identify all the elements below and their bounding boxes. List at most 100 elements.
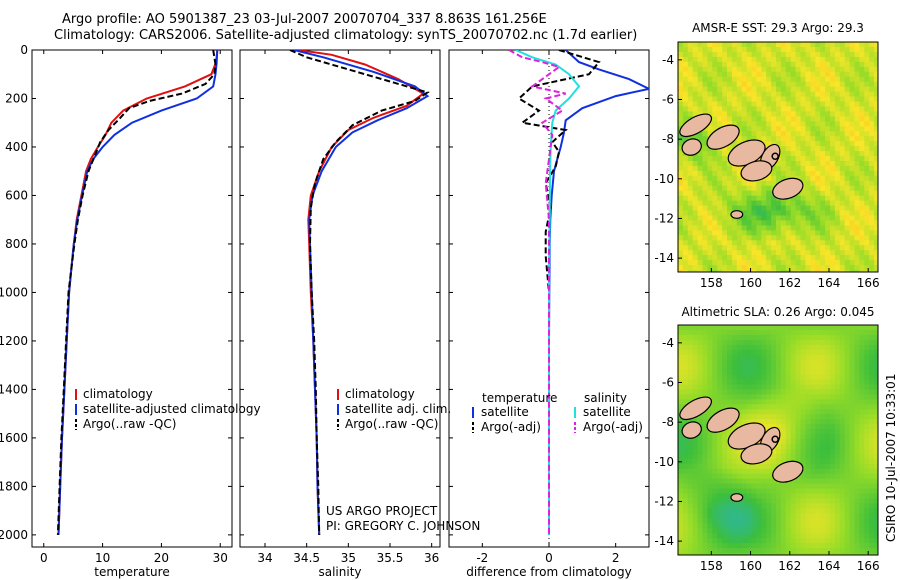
sst-map-cell <box>692 185 699 192</box>
sst-map-cell <box>697 220 704 226</box>
sst-map-cell <box>874 161 878 167</box>
sst-map-cell <box>864 146 870 152</box>
sst-map-cell <box>844 56 851 63</box>
sla-map-cell <box>805 394 811 400</box>
sla-map-cell <box>805 473 811 480</box>
sla-map-cell <box>692 523 699 529</box>
sst-map-cell <box>864 71 870 78</box>
sst-map-cell <box>731 42 738 48</box>
sst-map-cell <box>771 180 777 187</box>
sst-map-cell <box>830 170 836 177</box>
sst-map-cell <box>785 255 792 261</box>
sst-map-cell <box>727 161 733 167</box>
sst-map-cell <box>815 96 821 103</box>
sst-map-cell <box>692 210 699 217</box>
sla-map-cell <box>844 399 851 405</box>
sst-map-cell <box>722 101 728 108</box>
sst-map-cell <box>780 126 787 132</box>
sst-map-cell <box>785 116 792 122</box>
sla-map-cell <box>736 354 743 361</box>
sla-map-cell <box>854 374 860 381</box>
sst-map-cell <box>864 91 870 98</box>
sla-map-cell <box>864 424 870 430</box>
sst-map-cell <box>692 195 699 202</box>
sst-map-cell <box>864 180 870 187</box>
sst-map-cell <box>820 260 826 266</box>
sst-map-cell <box>854 91 860 98</box>
sst-map-cell <box>830 96 836 103</box>
sla-map-cell <box>751 364 757 371</box>
sst-map-cell <box>722 220 728 226</box>
temperature-axes-frame <box>31 49 233 548</box>
sst-map-cell <box>815 205 821 212</box>
sla-map-cell <box>756 503 762 509</box>
sla-map-cell <box>731 528 738 534</box>
sla-map-cell <box>790 543 797 549</box>
sst-map-cell <box>722 225 728 231</box>
sst-map-cell <box>678 51 684 58</box>
sla-map-cell <box>869 364 875 371</box>
sst-map-cell <box>707 106 713 112</box>
sst-map-cell <box>707 126 713 132</box>
sst-map-cell <box>687 56 694 63</box>
sst-map-cell <box>687 230 694 236</box>
sst-map-cell <box>869 270 875 272</box>
sla-map-cell <box>800 364 806 371</box>
sst-map-cell <box>682 235 689 241</box>
sla-map-cell <box>854 548 860 554</box>
sst-map-cell <box>785 151 792 157</box>
sla-map-cell <box>844 498 851 505</box>
sst-map-cell <box>805 81 811 88</box>
sst-map-cell <box>712 111 718 117</box>
sla-map-cell <box>834 453 841 460</box>
sst-map-cell <box>702 136 708 142</box>
sla-map-cell <box>682 325 689 331</box>
sla-map-cell <box>849 478 856 485</box>
sla-map-cell <box>864 528 870 534</box>
sst-map-cell <box>741 71 748 78</box>
sst-map-cell <box>874 200 878 207</box>
sst-map-cell <box>839 245 846 251</box>
sst-map-cell <box>795 101 802 108</box>
sst-map-cell <box>771 76 777 83</box>
sla-map-cell <box>766 528 772 534</box>
credit-project: US ARGO PROJECT <box>326 504 438 518</box>
sla-map-cell <box>815 513 821 519</box>
sst-map-cell <box>761 76 767 83</box>
sst-map-cell <box>810 111 816 117</box>
sla-map-cell <box>790 429 797 435</box>
sla-map-cell <box>717 389 723 395</box>
sst-map-cell <box>736 235 743 241</box>
sst-map-cell <box>722 106 728 112</box>
sla-map-cell <box>687 513 694 519</box>
sla-map-cell <box>736 404 743 410</box>
sst-map-cell <box>800 230 806 236</box>
sla-map-cell <box>854 399 860 405</box>
sst-map-cell <box>712 225 718 231</box>
sla-map-cell <box>805 543 811 549</box>
sla-map-cell <box>692 359 699 366</box>
sla-map-cell <box>712 359 718 366</box>
sst-map-cell <box>707 270 713 272</box>
sla-map-cell <box>854 513 860 519</box>
sst-map-cell <box>727 175 733 182</box>
sla-map-cell <box>864 364 870 371</box>
sla-map-cell <box>800 533 806 539</box>
sla-map-cell <box>751 548 757 554</box>
sst-map-cell <box>805 190 811 197</box>
sst-map-cell <box>864 106 870 112</box>
sla-map-cell <box>849 528 856 534</box>
sst-map-cell <box>864 116 870 122</box>
sla-map-cell <box>834 330 841 336</box>
sst-map-cell <box>854 180 860 187</box>
sla-map-cell <box>736 513 743 519</box>
sst-map-cell <box>780 240 787 246</box>
sst-map-cell <box>839 205 846 212</box>
sst-map-cell <box>849 170 856 177</box>
sla-map-cell <box>869 399 875 405</box>
sla-map-cell <box>731 334 738 341</box>
sla-map-cell <box>717 493 723 500</box>
sla-map-cell <box>741 379 748 386</box>
sst-map-cell <box>844 225 851 231</box>
sst-map-cell <box>820 136 826 142</box>
